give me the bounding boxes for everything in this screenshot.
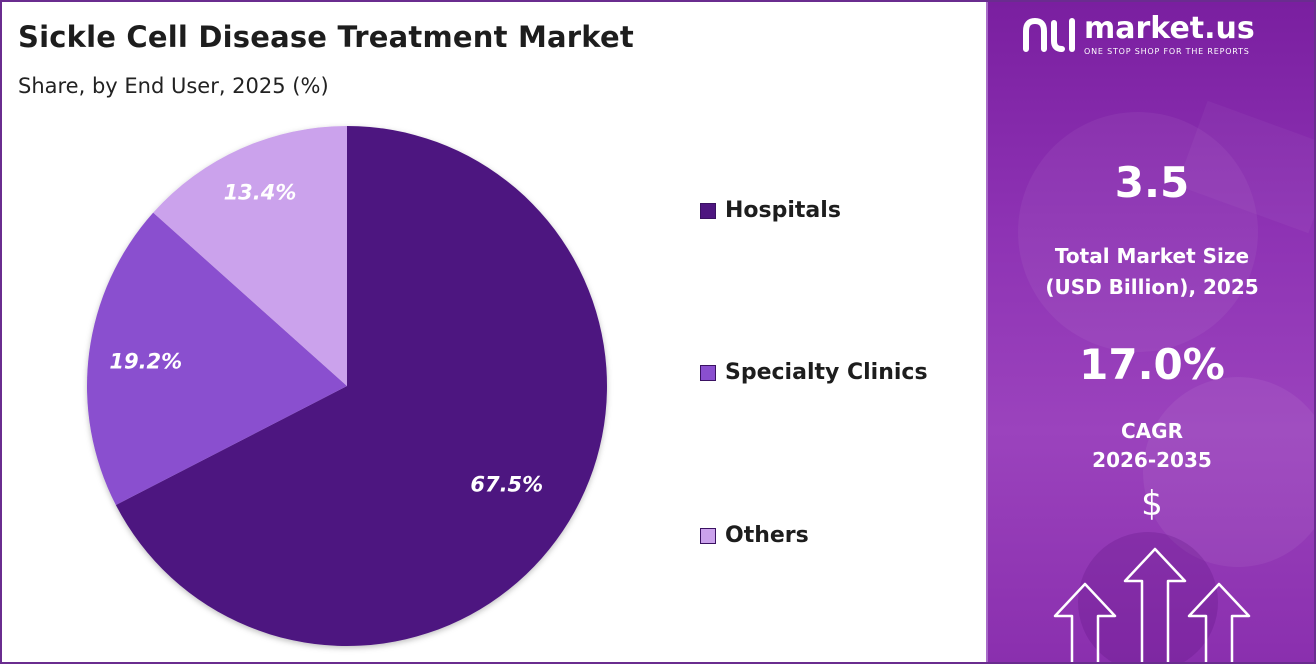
- legend-swatch-others: [700, 527, 716, 544]
- legend-swatch-specialty-clinics: [700, 364, 716, 381]
- pie-slice-others: [153, 126, 347, 386]
- dollar-icon: $: [1141, 484, 1163, 524]
- arrow-up-icon: [1053, 582, 1117, 662]
- market-size-label-line2: (USD Billion), 2025: [1045, 275, 1259, 299]
- pie-slice-specialty-clinics: [86, 212, 347, 506]
- cagr-value: 17.0%: [1079, 340, 1225, 389]
- data-label-specialty-clinics: 19.2%: [109, 349, 182, 373]
- chart-subtitle: Share, by End User, 2025 (%): [18, 74, 329, 98]
- legend-item-others: Others: [700, 523, 809, 548]
- legend-item-hospitals: Hospitals: [700, 198, 841, 223]
- data-label-hospitals: 67.5%: [470, 473, 543, 497]
- brand: market.us ONE STOP SHOP FOR THE REPORTS: [1022, 14, 1255, 56]
- brand-tagline: ONE STOP SHOP FOR THE REPORTS: [1084, 47, 1250, 56]
- market-size-label-line1: Total Market Size: [1054, 244, 1250, 268]
- market-size-value: 3.5: [1114, 158, 1190, 207]
- cagr-label-line2: 2026-2035: [1092, 448, 1212, 472]
- arrow-up-icon: [1187, 582, 1251, 662]
- pie-chart: 67.5% 19.2% 13.4%: [86, 126, 607, 646]
- data-label-others: 13.4%: [224, 180, 297, 204]
- logo-icon: [1023, 17, 1075, 52]
- summary-panel: market.us ONE STOP SHOP FOR THE REPORTS …: [986, 2, 1314, 662]
- legend-swatch-hospitals: [700, 202, 716, 219]
- cagr-label-line1: CAGR: [1121, 419, 1183, 443]
- legend-item-specialty-clinics: Specialty Clinics: [700, 360, 928, 385]
- chart-title: Sickle Cell Disease Treatment Market: [18, 20, 634, 54]
- arrow-up-icon: [1123, 547, 1187, 662]
- legend-label-hospitals: Hospitals: [725, 198, 841, 223]
- legend-label-others: Others: [725, 523, 809, 548]
- pie-slice-hospitals: [115, 126, 607, 646]
- brand-name: market.us: [1084, 11, 1255, 46]
- background-decoration: [1018, 100, 1314, 662]
- legend-label-specialty-clinics: Specialty Clinics: [725, 360, 928, 385]
- chart-area: Sickle Cell Disease Treatment Market Sha…: [2, 2, 986, 662]
